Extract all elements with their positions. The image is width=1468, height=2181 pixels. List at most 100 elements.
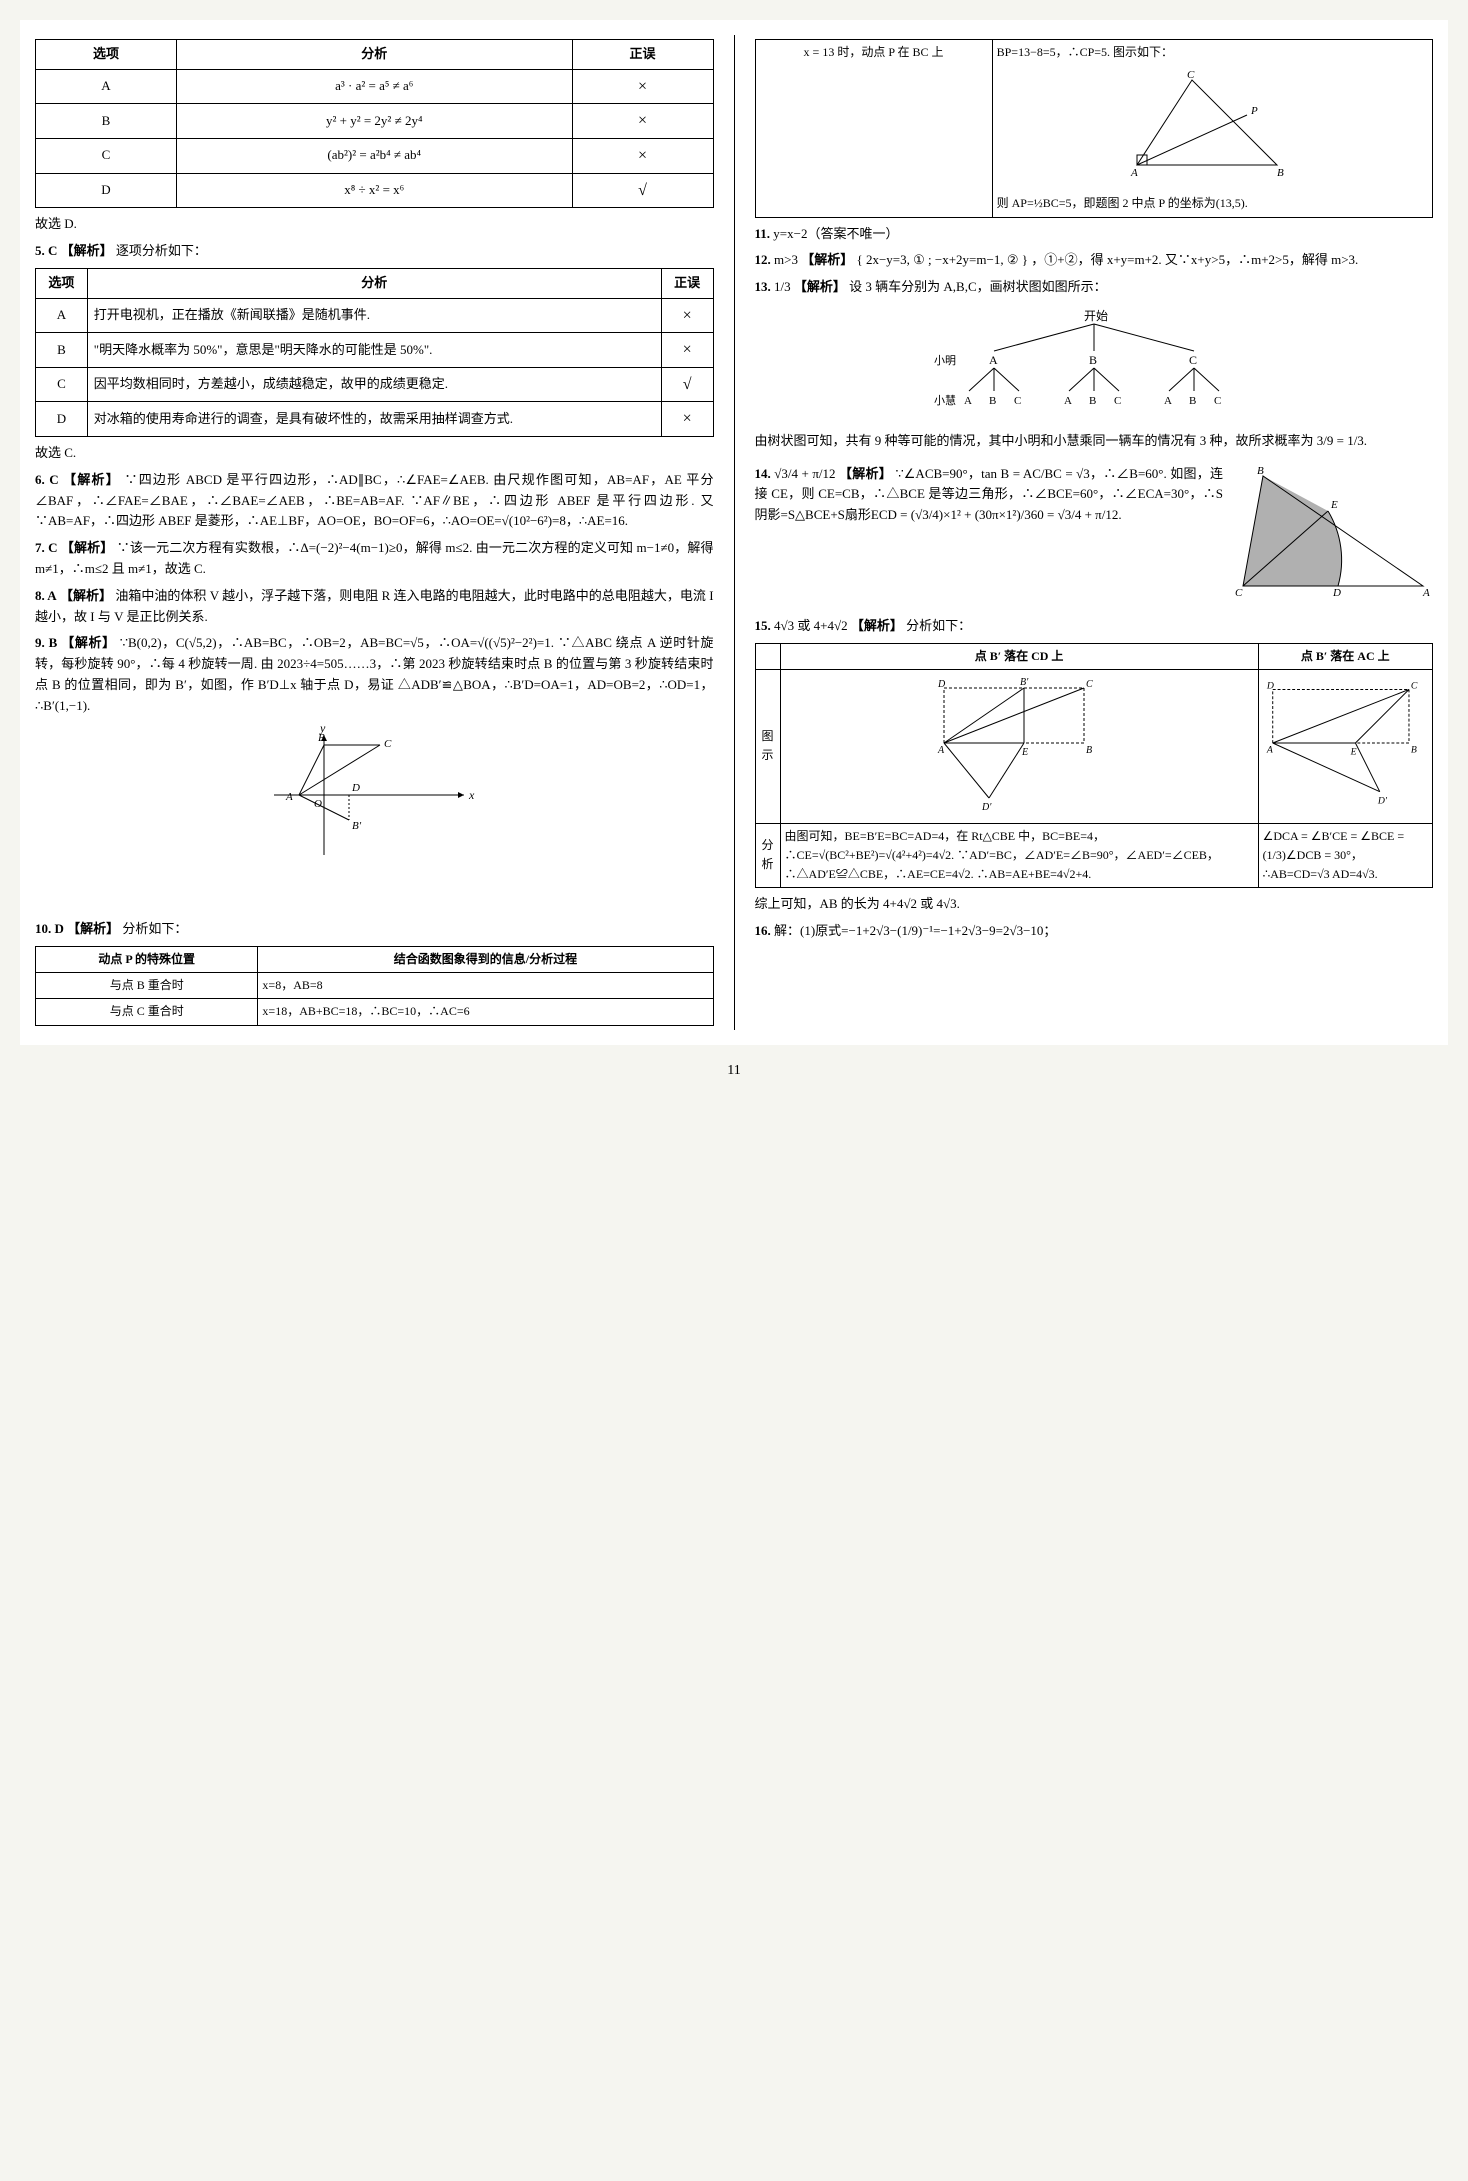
fig-q13-tree: 开始 小明 A B C 小慧 ABC ABC ABC (755, 306, 1434, 423)
svg-text:C: C (1189, 353, 1197, 367)
q9-label: 9. B (35, 635, 57, 650)
cell-analysis-right: ∠DCA = ∠B′CE = ∠BCE = (1/3)∠DCB = 30°，∴A… (1258, 823, 1432, 888)
q14-label: 14. (755, 466, 771, 481)
col-header: 动点 P 的特殊位置 (36, 947, 258, 973)
q12-tag: 【解析】 (801, 252, 853, 267)
table-row-analysis: 分析 由图可知，BE=B′E=BC=AD=4，在 Rt△CBE 中，BC=BE=… (755, 823, 1433, 888)
col-header: 点 B′ 落在 CD 上 (780, 644, 1258, 670)
cell-opt: B (36, 104, 177, 139)
table-q15: 点 B′ 落在 CD 上 点 B′ 落在 AC 上 图示 (755, 643, 1434, 888)
svg-text:E: E (1021, 747, 1028, 758)
table-q4: 选项 分析 正误 A a³ · a² = a⁵ ≠ a⁶ × B y² + y²… (35, 39, 714, 208)
svg-text:小慧: 小慧 (934, 393, 956, 407)
q11-label: 11. (755, 226, 771, 241)
q9-tag: 【解析】 (61, 635, 116, 650)
cell-analysis: (ab²)² = a²b⁴ ≠ ab⁴ (176, 138, 572, 173)
q11: 11. y=x−2（答案不唯一） (755, 224, 1434, 245)
cell-analysis: x⁸ ÷ x² = x⁶ (176, 173, 572, 208)
table-row: 与点 C 重合时 x=18，AB+BC=18，∴BC=10，∴AC=6 (36, 999, 714, 1025)
svg-text:C: C (1114, 395, 1121, 407)
q8: 8. A 【解析】 油箱中油的体积 V 越小，浮子越下落，则电阻 R 连入电路的… (35, 586, 714, 628)
svg-text:D′: D′ (1376, 796, 1387, 807)
q7-tag: 【解析】 (61, 540, 114, 555)
q12-label: 12. (755, 252, 771, 267)
cell-mark: √ (572, 173, 713, 208)
q10-intro: 分析如下： (122, 921, 187, 936)
table-row: B "明天降水概率为 50%"，意思是"明天降水的可能性是 50%". × (36, 333, 714, 368)
page-number: 11 (20, 1060, 1448, 1082)
cell-mark: × (572, 138, 713, 173)
table1-footer: 故选 D. (35, 214, 714, 235)
q6-tag: 【解析】 (63, 472, 120, 487)
q12-text: ，①+②，得 x+y=m+2. 又∵x+y>5，∴m+2>5，解得 m>3. (1031, 252, 1358, 267)
right-column: x = 13 时，动点 P 在 BC 上 BP=13−8=5，∴CP=5. 图示… (755, 35, 1434, 1030)
col-header: 分析 (176, 40, 572, 70)
left-column: 选项 分析 正误 A a³ · a² = a⁵ ≠ a⁶ × B y² + y²… (35, 35, 714, 1030)
q13-answer: 1/3 (774, 279, 791, 294)
q7: 7. C 【解析】 ∵该一元二次方程有实数根，∴Δ=(−2)²−4(m−1)≥0… (35, 538, 714, 580)
q13-tag: 【解析】 (794, 279, 846, 294)
q5-label: 5. C (35, 243, 57, 258)
table-row: B y² + y² = 2y² ≠ 2y⁴ × (36, 104, 714, 139)
table-q5: 选项 分析 正误 A 打开电视机，正在播放《新闻联播》是随机事件. × B "明… (35, 268, 714, 437)
q13: 13. 1/3 【解析】 设 3 辆车分别为 A,B,C，画树状图如图所示： (755, 277, 1434, 298)
svg-text:开始: 开始 (1084, 309, 1108, 323)
q6-text: ∵四边形 ABCD 是平行四边形，∴AD∥BC，∴∠FAE=∠AEB. 由尺规作… (35, 472, 714, 529)
q15-label: 15. (755, 618, 771, 633)
table-q10-cont: x = 13 时，动点 P 在 BC 上 BP=13−8=5，∴CP=5. 图示… (755, 39, 1434, 218)
fig-q14: C D A B E (1233, 466, 1433, 603)
cell-opt: D (36, 402, 88, 437)
svg-text:D: D (351, 782, 360, 794)
q14-answer: √3/4 + π/12 (774, 466, 835, 481)
q10r-text3: 则 AP=½BC=5，即题图 2 中点 P 的坐标为(13,5). (997, 194, 1428, 213)
q16-label: 16. (755, 923, 771, 938)
cell-mark: × (661, 333, 713, 368)
q13-conclusion: 由树状图可知，共有 9 种等可能的情况，其中小明和小慧乘同一辆车的情况有 3 种… (755, 431, 1434, 452)
table-row: A a³ · a² = a⁵ ≠ a⁶ × (36, 69, 714, 104)
col-header: 分析 (87, 268, 661, 298)
cell-mark: × (572, 69, 713, 104)
table-row: C 因平均数相同时，方差越小，成绩越稳定，故甲的成绩更稳定. √ (36, 367, 714, 402)
q7-text: ∵该一元二次方程有实数根，∴Δ=(−2)²−4(m−1)≥0，解得 m≤2. 由… (35, 540, 714, 576)
q16-text: 解：(1)原式=−1+2√3−(1/9)⁻¹=−1+2√3−9=2√3−10； (774, 923, 1056, 938)
table-row: C (ab²)² = a²b⁴ ≠ ab⁴ × (36, 138, 714, 173)
q9: 9. B 【解析】 ∵B(0,2)，C(√5,2)，∴AB=BC，∴OB=2，A… (35, 633, 714, 716)
table-q10: 动点 P 的特殊位置 结合函数图象得到的信息/分析过程 与点 B 重合时 x=8… (35, 946, 714, 1026)
col-header: 选项 (36, 268, 88, 298)
q8-text: 油箱中油的体积 V 越小，浮子越下落，则电阻 R 连入电路的电阻越大，此时电路中… (35, 588, 714, 624)
col-header: 结合函数图象得到的信息/分析过程 (258, 947, 713, 973)
svg-text:A: A (1164, 395, 1172, 407)
svg-text:A: A (937, 745, 945, 756)
cell-opt: A (36, 298, 88, 333)
q15-intro: 分析如下： (906, 618, 971, 633)
cell-analysis: y² + y² = 2y² ≠ 2y⁴ (176, 104, 572, 139)
svg-text:B′: B′ (1020, 677, 1029, 688)
cell-mark: × (661, 402, 713, 437)
cell: 与点 C 重合时 (36, 999, 258, 1025)
q5: 5. C 【解析】 逐项分析如下： (35, 241, 714, 262)
svg-text:B′: B′ (352, 820, 362, 832)
q12-system: { 2x−y=3, ① ; −x+2y=m−1, ② } (856, 252, 1028, 267)
q7-label: 7. C (35, 540, 58, 555)
q14: 14. √3/4 + π/12 【解析】 ∵∠ACB=90°，tan B = A… (755, 464, 1224, 526)
svg-text:C: C (1014, 395, 1021, 407)
q11-text: y=x−2（答案不唯一） (773, 226, 898, 241)
cell-analysis: 对冰箱的使用寿命进行的调查，是具有破坏性的，故需采用抽样调查方式. (87, 402, 661, 437)
cell-opt: C (36, 138, 177, 173)
cell-analysis: "明天降水概率为 50%"，意思是"明天降水的可能性是 50%". (87, 333, 661, 368)
svg-text:B: B (1410, 745, 1416, 756)
q15: 15. 4√3 或 4+4√2 【解析】 分析如下： (755, 616, 1434, 637)
cell-analysis: 因平均数相同时，方差越小，成绩越稳定，故甲的成绩更稳定. (87, 367, 661, 402)
q15-tag: 【解析】 (851, 618, 903, 633)
svg-text:C: C (1410, 681, 1417, 692)
svg-text:A: A (1130, 167, 1138, 179)
svg-text:D: D (937, 679, 946, 690)
cell: x=18，AB+BC=18，∴BC=10，∴AC=6 (258, 999, 713, 1025)
q10-label: 10. D (35, 921, 64, 936)
fig-q15a: D B′ C A E B D′ (780, 670, 1258, 823)
svg-text:B: B (1277, 167, 1284, 179)
table2-footer: 故选 C. (35, 443, 714, 464)
fig-q9: x y O A B C D B′ (35, 725, 714, 912)
table-row-fig: 图示 D B′ C A (755, 670, 1433, 823)
cell-mark: √ (661, 367, 713, 402)
